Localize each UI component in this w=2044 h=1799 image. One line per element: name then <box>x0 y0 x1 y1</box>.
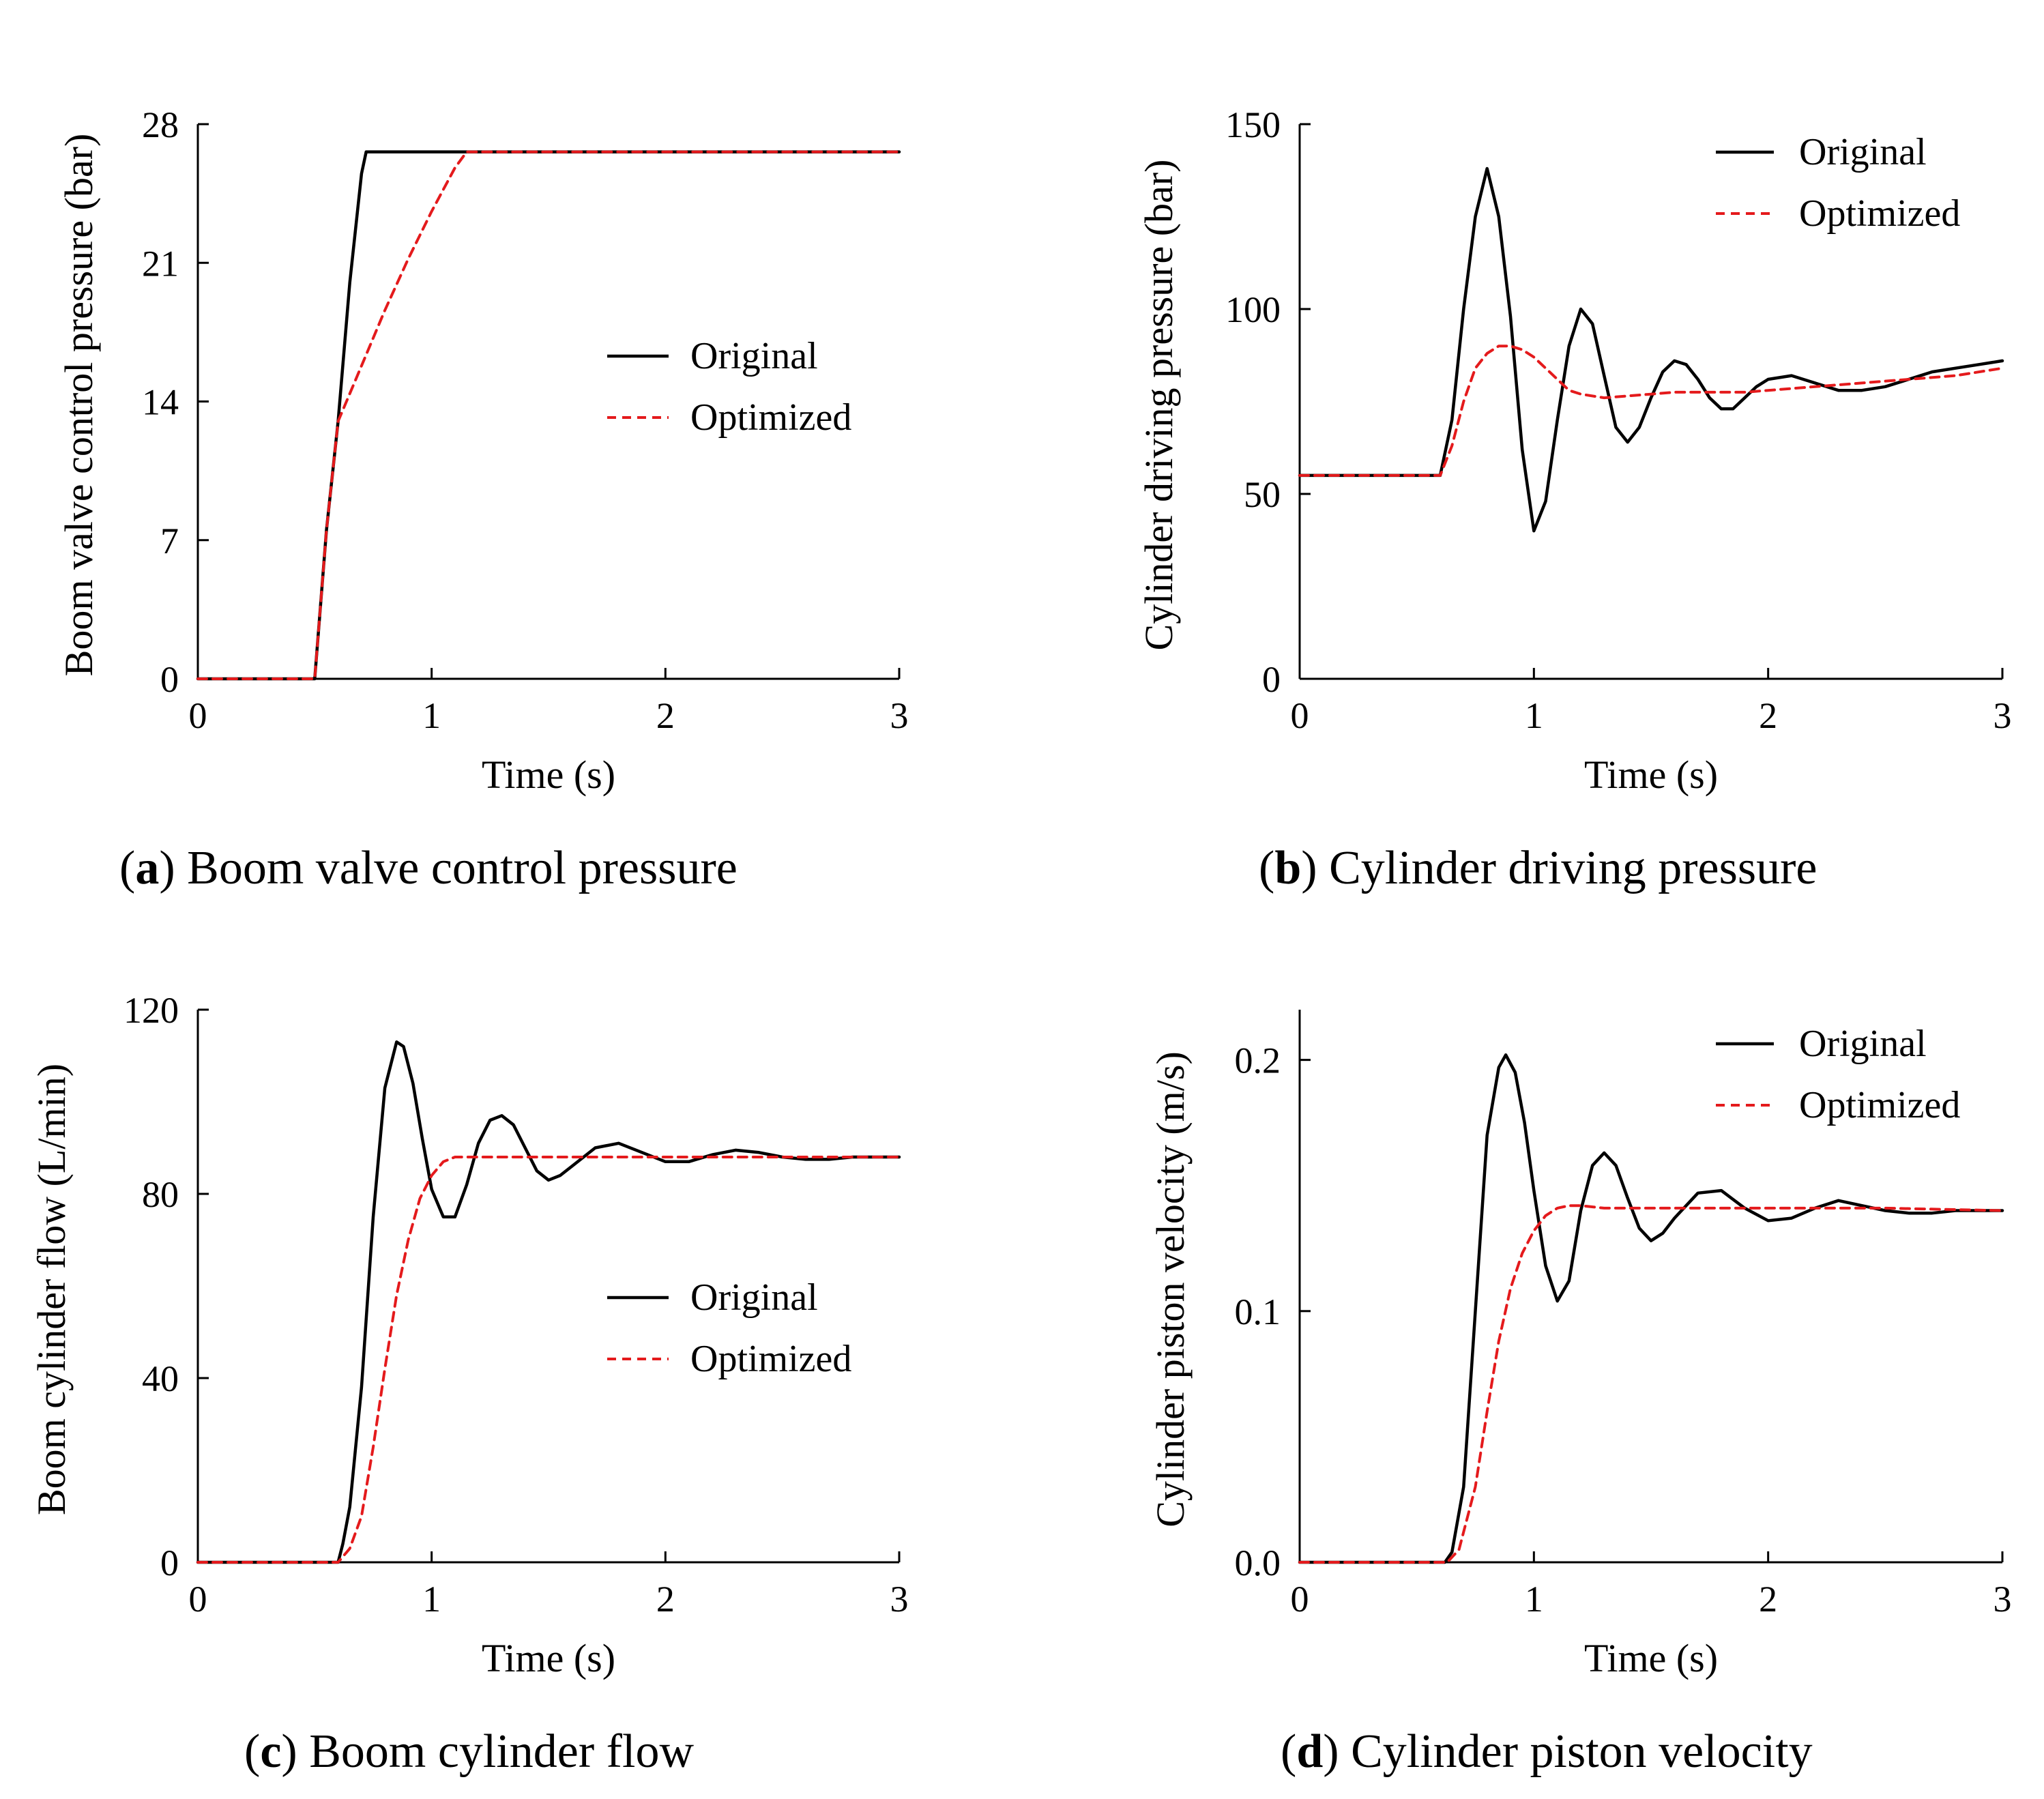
legend: Original Optimized <box>1716 131 1960 235</box>
x-tick-label: 3 <box>890 695 909 736</box>
y-tick-label: 0.2 <box>1235 1040 1281 1081</box>
series-original-line <box>196 1040 901 1564</box>
caption-text: Boom cylinder flow <box>297 1725 695 1778</box>
x-tick-label: 3 <box>890 1579 909 1620</box>
y-tick-label: 120 <box>123 990 179 1031</box>
x-axis-label: Time (s) <box>1584 752 1718 797</box>
x-tick-label: 2 <box>1759 1579 1777 1620</box>
x-axis-label: Time (s) <box>482 1636 615 1680</box>
caption-paren-open: ( <box>1259 842 1274 894</box>
legend-optimized-label: Optimized <box>1799 192 1960 235</box>
y-tick-label: 0 <box>1262 659 1281 700</box>
series-original-line <box>196 150 901 681</box>
series-optimized-line <box>196 1156 901 1564</box>
x-tick-label: 1 <box>422 1579 441 1620</box>
series-optimized-line <box>1298 1204 2004 1564</box>
x-tick-label: 2 <box>1759 695 1777 736</box>
y-tick-label: 0.0 <box>1235 1542 1281 1583</box>
series-optimized-line <box>196 150 901 680</box>
x-tick-label: 1 <box>422 695 441 736</box>
x-tick-label: 3 <box>1994 1579 2012 1620</box>
caption-paren-close: ) <box>1323 1725 1339 1778</box>
x-tick-label: 1 <box>1525 1579 1543 1620</box>
legend-optimized-label: Optimized <box>690 1338 851 1380</box>
y-tick-label: 14 <box>142 382 179 423</box>
x-tick-label: 3 <box>1994 695 2012 736</box>
caption-paren-open: ( <box>119 842 135 894</box>
legend: Original Optimized <box>607 335 851 439</box>
panel-caption: (d) Cylinder piston velocity <box>1281 1725 1813 1778</box>
y-axis-label: Cylinder piston velocity (m/s) <box>1148 1051 1193 1527</box>
x-axis-label: Time (s) <box>482 752 615 797</box>
legend-optimized-label: Optimized <box>1799 1084 1960 1126</box>
legend-optimized-label: Optimized <box>690 396 851 439</box>
x-axis-label: Time (s) <box>1584 1636 1718 1680</box>
caption-text: Boom valve control pressure <box>175 842 738 894</box>
caption-paren-open: ( <box>244 1725 260 1778</box>
x-tick-label: 0 <box>189 1579 207 1620</box>
chart-panel-b: 0 1 2 3 0 50 100 150 Time (s) Cylinder driving pr… <box>1137 104 2012 894</box>
legend: Original Optimized <box>1716 1023 1960 1126</box>
panel-caption: (b) Cylinder driving pressure <box>1259 842 1817 894</box>
caption-letter: a <box>135 842 159 894</box>
y-axis-label: Cylinder driving pressure (bar) <box>1137 160 1181 651</box>
chart-panel-a: 0 1 2 3 0 7 14 21 28 Time (s) Boom valve control p… <box>57 104 909 894</box>
y-tick-label: 7 <box>160 521 179 561</box>
caption-paren-close: ) <box>281 1725 297 1778</box>
y-tick-label: 0 <box>160 659 179 700</box>
y-tick-label: 40 <box>142 1358 179 1399</box>
legend-original-label: Original <box>1799 131 1927 173</box>
y-axis-label: Boom cylinder flow (L/min) <box>29 1064 74 1515</box>
y-tick-label: 0.1 <box>1235 1291 1281 1332</box>
y-tick-label: 80 <box>142 1174 179 1215</box>
caption-letter: d <box>1296 1725 1323 1778</box>
x-tick-label: 0 <box>1291 1579 1309 1620</box>
series-original-line <box>1298 1053 2004 1564</box>
caption-letter: b <box>1274 842 1301 894</box>
chart-panel-d: 0 1 2 3 0.0 0.1 0.2 Time (s) Cylinder piston vel… <box>1148 1010 2012 1778</box>
legend-original-label: Original <box>690 335 818 377</box>
legend-original-label: Original <box>1799 1023 1927 1065</box>
y-tick-label: 50 <box>1244 474 1281 515</box>
y-tick-label: 21 <box>142 243 179 284</box>
y-tick-label: 28 <box>142 104 179 145</box>
y-axis-label: Boom valve control pressure (bar) <box>57 134 101 677</box>
x-tick-label: 2 <box>656 695 675 736</box>
y-tick-label: 100 <box>1225 289 1281 330</box>
panel-caption: (c) Boom cylinder flow <box>244 1725 694 1778</box>
series-original-line <box>1298 166 2004 533</box>
y-tick-label: 0 <box>160 1542 179 1583</box>
caption-paren-close: ) <box>1301 842 1317 894</box>
caption-letter: c <box>260 1725 281 1778</box>
caption-text: Cylinder driving pressure <box>1317 842 1817 894</box>
caption-text: Cylinder piston velocity <box>1339 1725 1813 1778</box>
series-optimized-line <box>1298 345 2004 477</box>
chart-panel-c: 0 1 2 3 0 40 80 120 Time (s) Boom cylinder flow (… <box>29 990 909 1778</box>
legend-original-label: Original <box>690 1276 818 1319</box>
legend: Original Optimized <box>607 1276 851 1380</box>
x-tick-label: 0 <box>1291 695 1309 736</box>
caption-paren-close: ) <box>159 842 175 894</box>
caption-paren-open: ( <box>1281 1725 1296 1778</box>
panel-caption: (a) Boom valve control pressure <box>119 842 738 894</box>
y-tick-label: 150 <box>1225 104 1281 145</box>
x-tick-label: 2 <box>656 1579 675 1620</box>
x-tick-label: 0 <box>189 695 207 736</box>
x-tick-label: 1 <box>1525 695 1543 736</box>
